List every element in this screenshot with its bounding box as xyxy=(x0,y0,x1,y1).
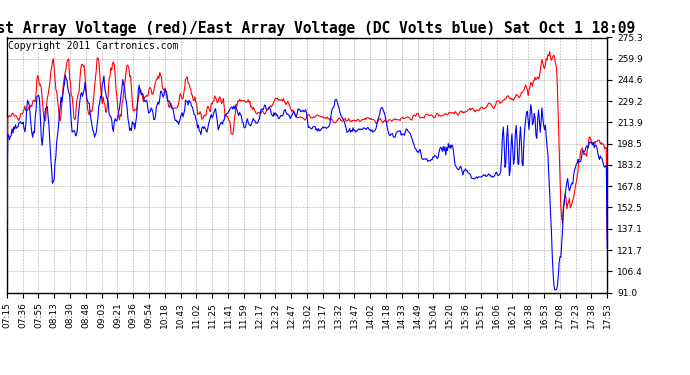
Text: Copyright 2011 Cartronics.com: Copyright 2011 Cartronics.com xyxy=(8,41,179,51)
Title: West Array Voltage (red)/East Array Voltage (DC Volts blue) Sat Oct 1 18:09: West Array Voltage (red)/East Array Volt… xyxy=(0,21,635,36)
